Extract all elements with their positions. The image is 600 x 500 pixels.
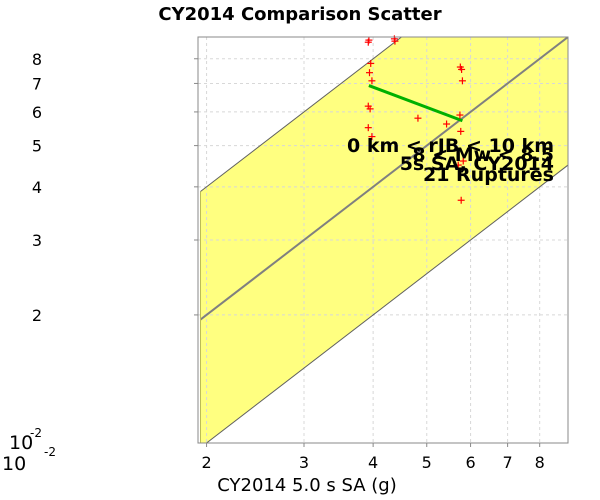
band-upper-edge — [200, 37, 403, 192]
svg-text:-2: -2 — [30, 426, 42, 440]
y-tick-label: 2 — [32, 306, 42, 325]
y-tick-label: 8 — [32, 50, 42, 69]
x-tick-label: 7 — [503, 453, 513, 472]
data-point — [365, 69, 373, 77]
data-point — [458, 77, 466, 85]
svg-text:10: 10 — [9, 432, 33, 454]
data-point — [457, 196, 465, 204]
y-tick-label: 4 — [32, 178, 42, 197]
x-tick-label: 4 — [368, 453, 378, 472]
data-point — [364, 124, 372, 132]
data-point — [368, 133, 376, 141]
data-point — [391, 37, 399, 45]
annotation-block: 0 km < rJB < 10 km8 < Mw < 8.55s SA, CY2… — [347, 135, 554, 186]
x-tick-label: 2 — [201, 453, 211, 472]
y-tick-label: 7 — [32, 74, 42, 93]
x-tick-label: 3 — [299, 453, 309, 472]
chart-title: CY2014 Comparison Scatter — [158, 4, 441, 25]
data-point — [367, 59, 375, 67]
data-point — [459, 157, 467, 165]
annotation-line: 5s SA, CY2014 — [400, 153, 554, 175]
band-fill — [200, 37, 568, 443]
fit-line — [368, 84, 463, 123]
data-point — [443, 120, 451, 128]
x-tick-label: 5 — [422, 453, 432, 472]
y-tick-label: 3 — [32, 231, 42, 250]
data-point — [366, 105, 374, 113]
uncertainty-band — [200, 37, 568, 443]
svg-text:10: 10 — [2, 453, 26, 475]
reference-lines — [199, 37, 568, 443]
data-point — [458, 65, 466, 73]
svg-text:-2: -2 — [44, 445, 56, 459]
y-min-label: 10 -2 — [9, 426, 42, 454]
annotation-line: 0 km < rJB < 10 km — [347, 135, 554, 157]
x-axis-label: CY2014 5.0 s SA (g) — [217, 475, 397, 496]
x-tick-label: 6 — [465, 453, 475, 472]
data-point — [414, 114, 422, 122]
data-point — [457, 127, 465, 135]
data-points — [364, 35, 467, 204]
y-tick-label: 5 — [32, 137, 42, 156]
annotation-line: 21 Ruptures — [423, 164, 554, 186]
annotation-line: 8 < Mw < 8.5 — [412, 144, 554, 166]
data-point — [364, 38, 372, 46]
x-tick-label: 8 — [535, 453, 545, 472]
x-min-label: 10 -2 — [2, 445, 56, 475]
band-lower-edge — [205, 164, 568, 443]
data-point — [454, 161, 462, 169]
y-axis-ticks: 2 3 4 5 6 7 8 — [32, 50, 198, 325]
y-tick-label: 6 — [32, 103, 42, 122]
data-point — [368, 77, 376, 85]
x-axis-ticks: 2 3 4 5 6 7 8 — [201, 443, 545, 472]
one-to-one-line — [199, 37, 568, 321]
data-point — [456, 111, 464, 119]
